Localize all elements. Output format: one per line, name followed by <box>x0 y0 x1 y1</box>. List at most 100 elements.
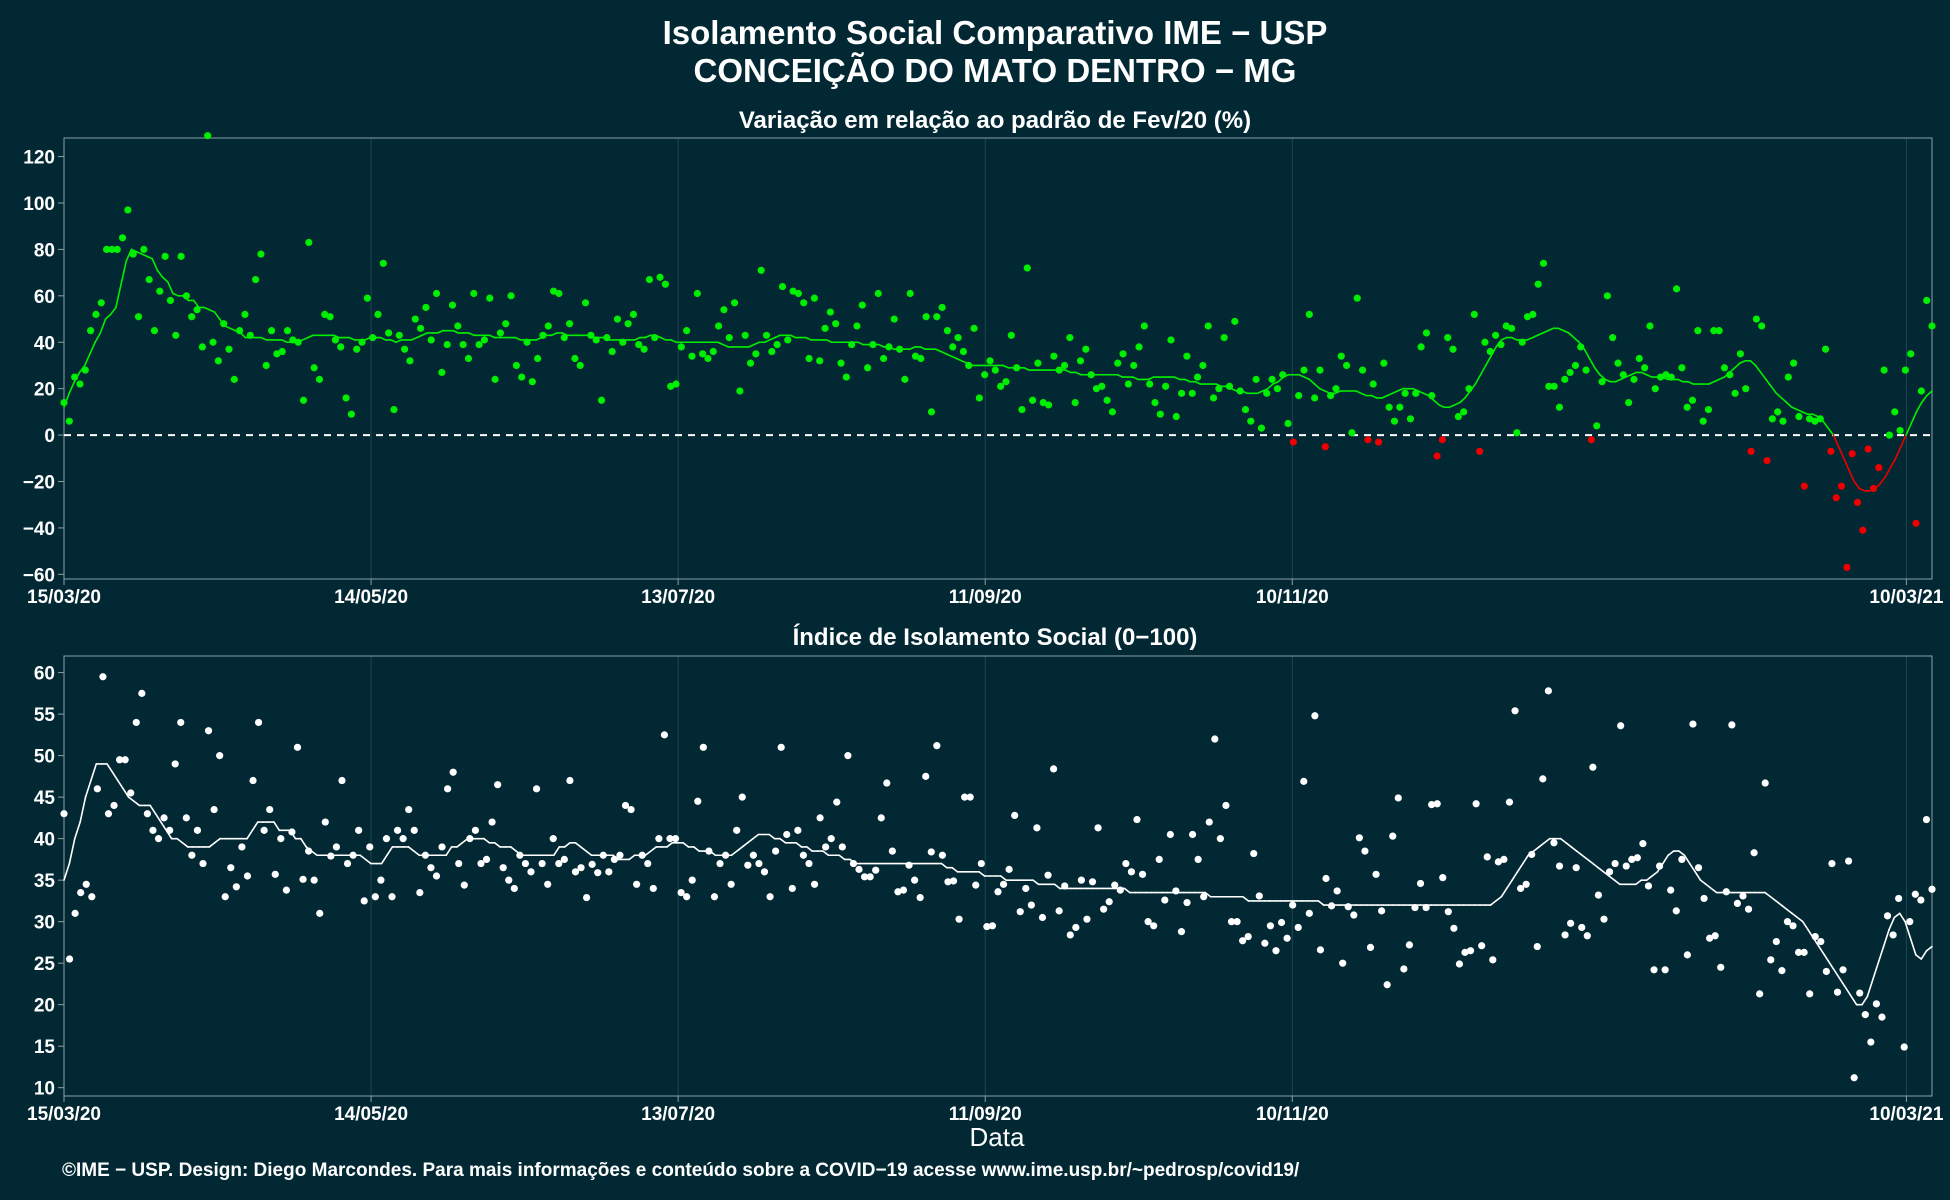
moving-average-segment <box>1614 378 1622 383</box>
data-point <box>1726 371 1734 379</box>
data-point <box>954 334 962 342</box>
data-point <box>124 206 132 214</box>
moving-average-segment <box>1801 411 1809 416</box>
data-point <box>955 915 963 923</box>
data-point <box>1044 871 1052 879</box>
moving-average-segment <box>748 343 755 348</box>
moving-average-segment <box>1749 360 1757 367</box>
data-point <box>1311 394 1319 402</box>
data-point <box>444 785 452 793</box>
moving-average-segment <box>273 821 281 832</box>
data-point <box>688 876 696 884</box>
moving-average-segment <box>73 821 81 840</box>
data-point <box>60 810 68 818</box>
data-point <box>388 893 396 901</box>
data-point <box>134 313 143 321</box>
data-point <box>464 354 473 363</box>
data-point <box>565 320 574 328</box>
data-point <box>93 785 101 793</box>
x-axis-title: Data <box>970 1122 1025 1152</box>
data-point <box>1394 794 1402 802</box>
moving-average-segment <box>301 336 309 341</box>
data-point <box>714 322 723 330</box>
moving-average-segment <box>1630 371 1638 376</box>
moving-average-segment <box>445 846 453 857</box>
moving-average-segment <box>1780 397 1788 404</box>
data-point <box>858 301 866 309</box>
moving-average-segment <box>1422 392 1430 397</box>
data-point <box>1689 720 1697 728</box>
data-point <box>1800 482 1808 490</box>
moving-average-segment <box>805 336 813 341</box>
data-point <box>110 801 118 810</box>
moving-average-segment <box>1453 401 1461 406</box>
data-point <box>390 405 398 414</box>
data-point <box>911 876 919 884</box>
data-point <box>816 814 824 822</box>
moving-average-segment <box>493 841 501 848</box>
data-point <box>149 826 157 834</box>
data-point <box>1628 855 1636 863</box>
data-point <box>762 331 771 339</box>
data-point <box>1539 775 1547 783</box>
data-point <box>895 345 904 353</box>
data-point <box>1768 415 1776 423</box>
data-point <box>677 889 685 897</box>
data-point <box>1406 415 1415 423</box>
data-point <box>496 329 504 337</box>
data-point <box>1183 898 1191 907</box>
data-point <box>949 343 957 351</box>
moving-average-segment <box>1360 392 1368 397</box>
moving-average-segment <box>1575 850 1583 857</box>
data-point <box>899 886 908 894</box>
data-point <box>1305 310 1313 318</box>
data-point <box>1722 888 1730 896</box>
moving-average-segment <box>395 339 403 344</box>
data-point <box>166 826 174 834</box>
moving-average-segment <box>364 858 372 865</box>
data-point <box>972 881 980 889</box>
data-point <box>1305 909 1313 917</box>
moving-average-segment <box>1532 846 1540 852</box>
data-point <box>366 843 374 851</box>
moving-average-segment <box>1884 466 1892 478</box>
data-point <box>1500 855 1508 863</box>
data-point <box>1466 947 1475 955</box>
data-point <box>1710 327 1718 335</box>
data-point <box>800 299 808 307</box>
data-point <box>927 848 935 856</box>
data-point <box>1279 371 1287 379</box>
moving-average-segment <box>407 846 415 852</box>
data-point <box>624 320 632 328</box>
data-point <box>544 322 552 330</box>
data-point <box>1390 417 1399 425</box>
data-point <box>1667 886 1675 894</box>
data-point <box>1472 800 1480 808</box>
data-point <box>1449 345 1457 353</box>
moving-average-segment <box>1318 387 1326 392</box>
data-point <box>1635 354 1643 363</box>
data-point <box>1422 329 1431 337</box>
moving-average-segment <box>1845 987 1853 998</box>
data-point <box>619 338 627 346</box>
data-point <box>1720 364 1729 372</box>
moving-average-segment <box>1023 366 1030 371</box>
data-point <box>943 327 952 335</box>
data-point <box>1361 847 1369 855</box>
moving-average-segment <box>1313 383 1321 390</box>
data-point <box>970 324 978 332</box>
moving-average-segment <box>160 821 168 832</box>
data-point <box>145 275 153 284</box>
data-point <box>1534 280 1542 288</box>
data-point <box>1880 366 1888 374</box>
moving-average-segment <box>117 779 125 790</box>
moving-average-segment <box>822 850 830 857</box>
data-point <box>488 818 496 826</box>
data-point <box>1912 519 1920 527</box>
data-point <box>534 354 542 363</box>
moving-average-segment <box>416 334 423 339</box>
data-point <box>766 893 774 901</box>
data-point <box>1761 779 1769 787</box>
data-point <box>1817 937 1825 946</box>
data-point <box>113 245 121 254</box>
